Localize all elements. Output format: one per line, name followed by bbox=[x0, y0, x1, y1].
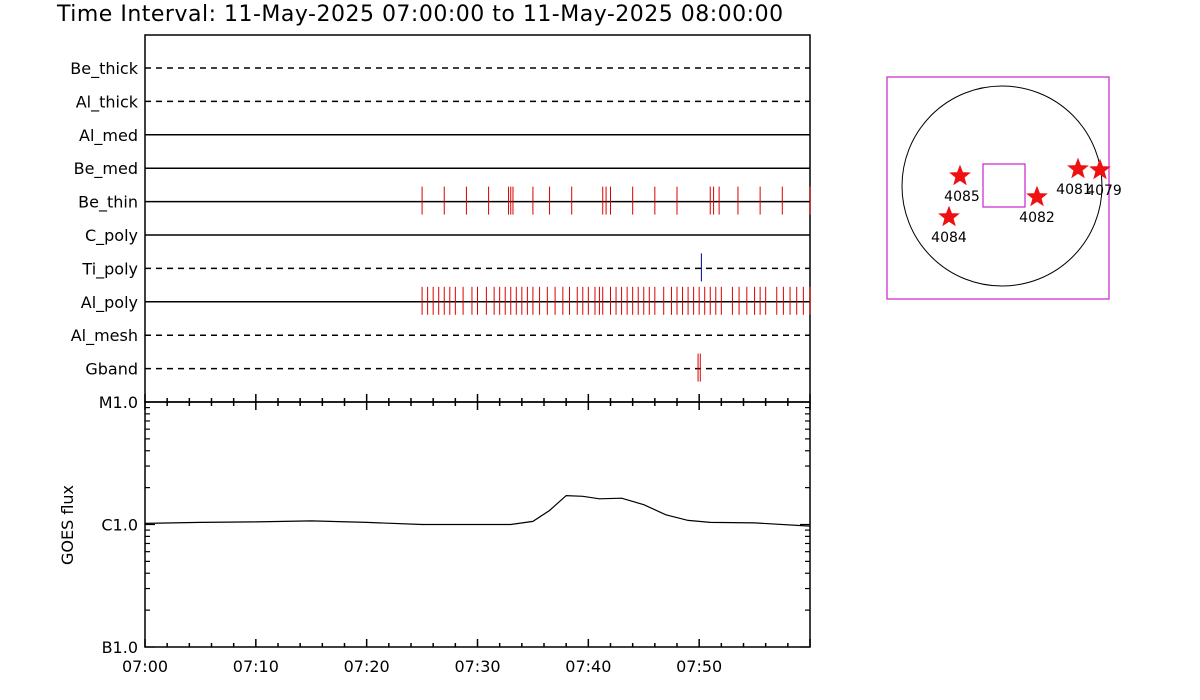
row-label: C_poly bbox=[85, 226, 138, 246]
region-star-icon bbox=[938, 205, 960, 227]
goes-flux-panel: M1.0 C1.0 B1.0 GOES flux 07:00 07:10 07:20 07:3… bbox=[58, 393, 811, 676]
row-label: Be_thick bbox=[70, 59, 138, 79]
goes-flux-line bbox=[144, 494, 811, 527]
goes-y-tick-label: C1.0 bbox=[101, 516, 138, 535]
goes-x-tick-label: 07:50 bbox=[676, 657, 722, 676]
solar-disk bbox=[901, 85, 1103, 287]
region-star-icon bbox=[949, 164, 971, 186]
region-star-icon bbox=[1089, 158, 1111, 180]
row-label: Al_thick bbox=[76, 92, 139, 112]
fov-box bbox=[982, 163, 1026, 208]
row-label: Ti_poly bbox=[81, 259, 138, 279]
region-label: 4079 bbox=[1086, 183, 1122, 199]
row-label: Be_thin bbox=[78, 193, 138, 213]
timeline-panel: Be_thick Al_thick Al_med Be_med Be_thin C_pol… bbox=[70, 34, 811, 403]
goes-y-axis-label: GOES flux bbox=[58, 485, 77, 565]
goes-x-tick-label: 07:40 bbox=[565, 657, 611, 676]
goes-x-tick-label: 07:20 bbox=[344, 657, 390, 676]
row-label: Be_med bbox=[74, 159, 138, 179]
goes-x-tick-label: 07:30 bbox=[454, 657, 500, 676]
row-label: Al_mesh bbox=[71, 326, 138, 346]
region-label: 4082 bbox=[1019, 210, 1055, 226]
row-label: Al_poly bbox=[81, 293, 138, 313]
goes-y-tick-label: M1.0 bbox=[99, 393, 138, 412]
goes-y-tick-label: B1.0 bbox=[102, 638, 138, 657]
goes-x-tick-label: 07:10 bbox=[233, 657, 279, 676]
region-label: 4084 bbox=[931, 230, 967, 246]
region-label: 4081 bbox=[1056, 182, 1092, 198]
map-frame bbox=[886, 76, 1110, 300]
region-star-icon bbox=[1067, 157, 1089, 179]
row-label: Al_med bbox=[79, 126, 138, 146]
row-label: Gband bbox=[85, 360, 138, 379]
timeline-frame bbox=[144, 34, 811, 403]
goes-x-tick-label: 07:00 bbox=[122, 657, 168, 676]
chart-title: Time Interval: 11-May-2025 07:00:00 to 1… bbox=[57, 2, 784, 27]
region-label: 4085 bbox=[944, 189, 980, 205]
region-star-icon bbox=[1026, 185, 1048, 207]
